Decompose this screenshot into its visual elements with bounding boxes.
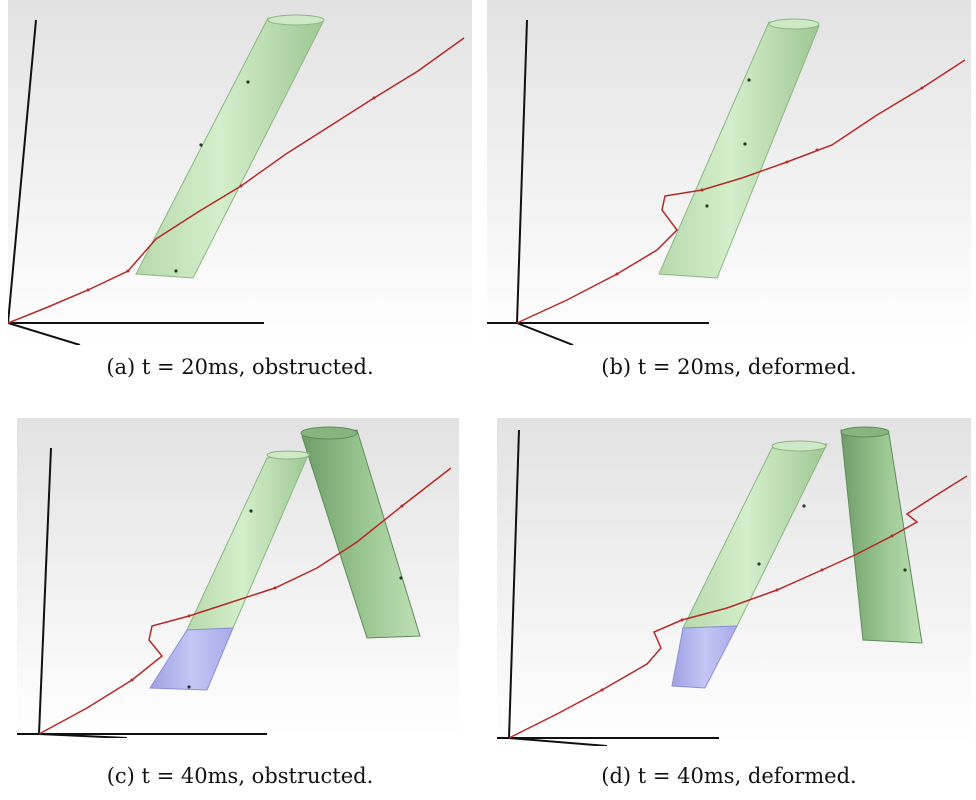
deformed-segment bbox=[149, 627, 234, 691]
caption-c: (c) t = 40ms, obstructed. bbox=[106, 764, 374, 788]
panel-b-image bbox=[487, 0, 971, 345]
caption-a: (a) t = 20ms, obstructed. bbox=[106, 355, 374, 379]
caption-b: (b) t = 20ms, deformed. bbox=[601, 355, 857, 379]
coordinate-axes bbox=[487, 19, 709, 345]
deformed-segment bbox=[671, 625, 738, 689]
trajectory bbox=[508, 475, 968, 739]
trajectory bbox=[8, 37, 465, 324]
caption-d: (d) t = 40ms, deformed. bbox=[601, 764, 857, 788]
coordinate-axes bbox=[17, 447, 267, 738]
trajectory bbox=[516, 59, 966, 324]
coordinate-axes bbox=[8, 19, 264, 345]
panel-a-image bbox=[8, 0, 472, 345]
coordinate-axes bbox=[497, 429, 719, 746]
panel-c-image bbox=[17, 418, 459, 738]
panel-d-image bbox=[497, 418, 971, 746]
